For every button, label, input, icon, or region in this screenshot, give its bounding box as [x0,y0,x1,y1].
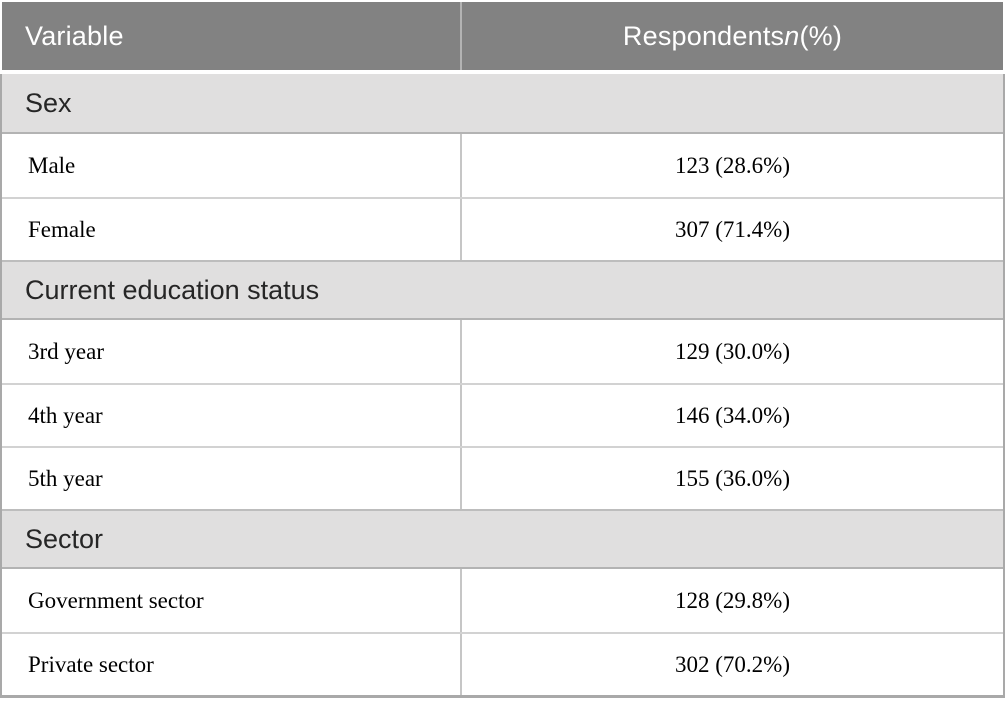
table-row-government-sector: Government sector 128 (29.8%) [2,569,1003,632]
column-header-variable: Variable [2,2,462,70]
row-value: 155 (36.0%) [675,465,790,491]
table-row-male: Male 123 (28.6%) [2,134,1003,197]
section-header-sex: Sex [2,74,1003,134]
row-value: 302 (70.2%) [675,651,790,677]
respondents-label-suffix: (%) [799,20,843,51]
row-value: 146 (34.0%) [675,402,790,428]
table-row-private-sector: Private sector 302 (70.2%) [2,632,1003,695]
section-header-sector: Sector [2,509,1003,569]
respondents-label-n-italic: n [784,20,800,51]
row-label: Government sector [2,569,462,632]
section-header-current-education-status: Current education status [2,260,1003,320]
table-row-5th-year: 5th year 155 (36.0%) [2,446,1003,509]
row-label: 5th year [2,448,462,509]
row-label: 3rd year [2,320,462,383]
table-header-row: Variable Respondents n (%) [2,2,1003,70]
row-label: Female [2,199,462,260]
table-row-4th-year: 4th year 146 (34.0%) [2,383,1003,446]
table-body: Sex Male 123 (28.6%) Female 307 (71.4%) … [0,74,1005,698]
demographics-table: Variable Respondents n (%) Sex Male 123 … [0,2,1005,698]
row-value: 129 (30.0%) [675,338,790,364]
row-value: 307 (71.4%) [675,216,790,242]
row-label: 4th year [2,385,462,446]
row-value: 128 (29.8%) [675,587,790,613]
table-row-3rd-year: 3rd year 129 (30.0%) [2,320,1003,383]
row-label: Male [2,134,462,197]
respondents-label-prefix: Respondents [622,20,785,51]
row-value: 123 (28.6%) [675,152,790,178]
table-row-female: Female 307 (71.4%) [2,197,1003,260]
row-label: Private sector [2,634,462,695]
column-header-respondents: Respondents n (%) [462,2,1003,70]
